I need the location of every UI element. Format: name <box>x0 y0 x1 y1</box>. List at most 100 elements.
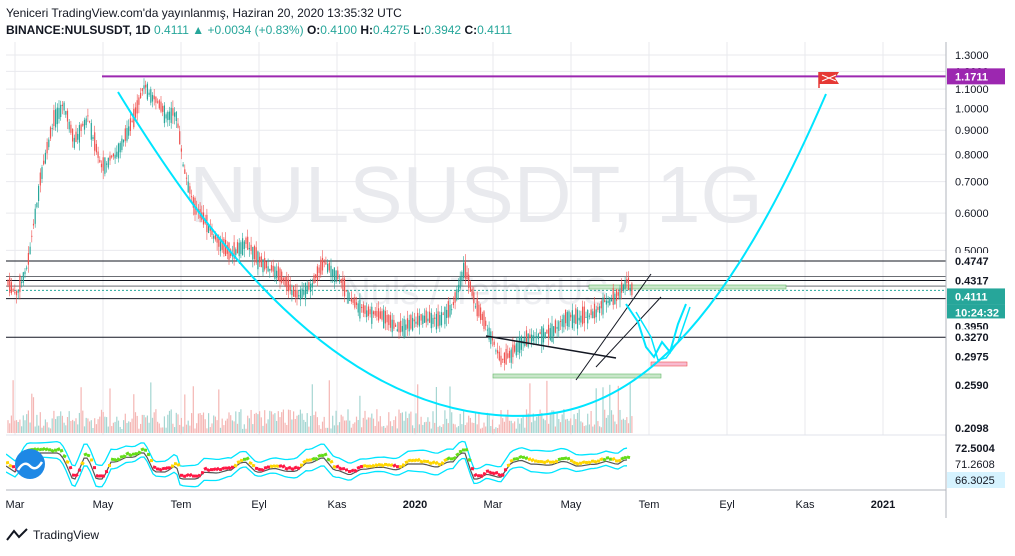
candle-body <box>90 122 92 140</box>
up-arrow-icon: ▲ <box>192 23 205 37</box>
candle-body <box>49 127 52 139</box>
volume-bar <box>498 424 500 433</box>
volume-bar <box>180 417 182 433</box>
candle-body <box>46 142 48 154</box>
indicator-segment <box>479 473 484 479</box>
volume-bar <box>372 418 375 433</box>
volume-bar <box>592 426 594 433</box>
candle-body <box>432 317 434 325</box>
volume-bar <box>313 415 315 433</box>
volume-bar <box>401 412 403 433</box>
volume-bar <box>369 417 371 433</box>
volume-bar <box>386 425 388 433</box>
indicator-value-badge: 72.5004 <box>947 440 1005 456</box>
candle-body <box>250 244 252 251</box>
volume-bar <box>56 416 58 433</box>
chart-area[interactable]: NULSUSDT, 1G Nuls / TetherUS <box>6 42 1009 518</box>
candle-body <box>471 288 473 296</box>
indicator-segment <box>86 453 91 458</box>
price-chart[interactable]: NULSUSDT, 1G Nuls / TetherUS <box>6 42 1009 518</box>
volume-bar <box>573 414 575 433</box>
candle-body <box>218 236 220 247</box>
volume-bar <box>126 422 128 433</box>
volume-bar <box>457 426 460 433</box>
indicator-segment <box>368 464 373 469</box>
candle-body <box>26 267 28 269</box>
indicator-segment <box>62 453 67 459</box>
indicator-segment <box>188 472 193 478</box>
candle-body <box>512 344 514 358</box>
indicator-segment <box>473 472 478 478</box>
indicator-segment <box>128 452 133 458</box>
volume-bar <box>143 414 145 433</box>
volume-bar <box>72 419 74 433</box>
volume-bar <box>328 380 330 433</box>
indicator-segment <box>296 466 301 471</box>
indicator-value-badge: 66.3025 <box>947 472 1005 488</box>
volume-bar <box>565 419 567 433</box>
volume-bar <box>332 415 334 433</box>
time-tick-label: Tem <box>639 499 660 511</box>
indicator-segment <box>434 460 439 466</box>
candle-body <box>473 292 475 304</box>
volume-bar <box>29 422 31 433</box>
indicator-segment <box>551 460 556 464</box>
candle-body <box>138 97 140 105</box>
candle-body <box>223 238 225 254</box>
candle-body <box>497 350 499 354</box>
open-value: 0.4100 <box>320 23 357 37</box>
candle-body <box>534 336 536 339</box>
candle-body <box>559 320 562 322</box>
candle-body <box>478 304 480 317</box>
candle-body <box>304 282 307 300</box>
indicator-segment <box>488 470 493 475</box>
time-tick-label: Kas <box>796 499 815 511</box>
indicator-segment <box>263 466 268 470</box>
candle-body <box>561 319 563 327</box>
indicator-segment <box>314 456 319 462</box>
volume-bar <box>514 421 516 433</box>
volume-bar <box>150 382 152 433</box>
volume-bar <box>391 426 393 433</box>
candle-body <box>282 278 284 281</box>
volume-bar <box>262 425 264 433</box>
volume-bar <box>624 420 626 433</box>
indicator-band-upper <box>5 440 628 470</box>
candle-body <box>604 300 606 302</box>
indicator-segment <box>293 465 298 470</box>
candle-body <box>403 318 405 338</box>
volume-bar <box>85 417 87 433</box>
volume-bar <box>70 420 72 433</box>
candle-body <box>265 261 267 269</box>
candle-body <box>270 265 273 271</box>
indicator-segment <box>272 464 277 468</box>
volume-bar <box>583 426 585 433</box>
candle-body <box>19 275 21 293</box>
volume-bar <box>412 425 414 433</box>
indicator-segment <box>281 464 286 469</box>
volume-bar <box>459 413 461 433</box>
volume-bar <box>357 420 359 433</box>
candle-body <box>131 120 133 122</box>
candle-body <box>466 272 468 280</box>
svg-text:0.4111: 0.4111 <box>955 291 987 303</box>
price-tick-label: 1.3000 <box>955 50 989 62</box>
volume-bar <box>114 421 116 433</box>
volume-bar <box>44 419 46 433</box>
candle-body <box>306 286 308 295</box>
volume-bar <box>277 411 279 433</box>
volume-bar <box>576 412 579 433</box>
volume-bar <box>525 409 528 433</box>
volume-bar <box>605 417 607 433</box>
candle-body <box>425 310 427 323</box>
candle-body <box>299 289 301 300</box>
indicator-segment <box>374 463 379 468</box>
candle-body <box>480 307 482 320</box>
indicator-segment <box>95 473 100 478</box>
indicator-segment <box>407 458 412 463</box>
volume-bar <box>418 424 420 433</box>
candle-body <box>617 292 619 296</box>
candle-body <box>264 257 266 270</box>
candle-body <box>41 167 43 179</box>
candle-body <box>427 318 429 322</box>
